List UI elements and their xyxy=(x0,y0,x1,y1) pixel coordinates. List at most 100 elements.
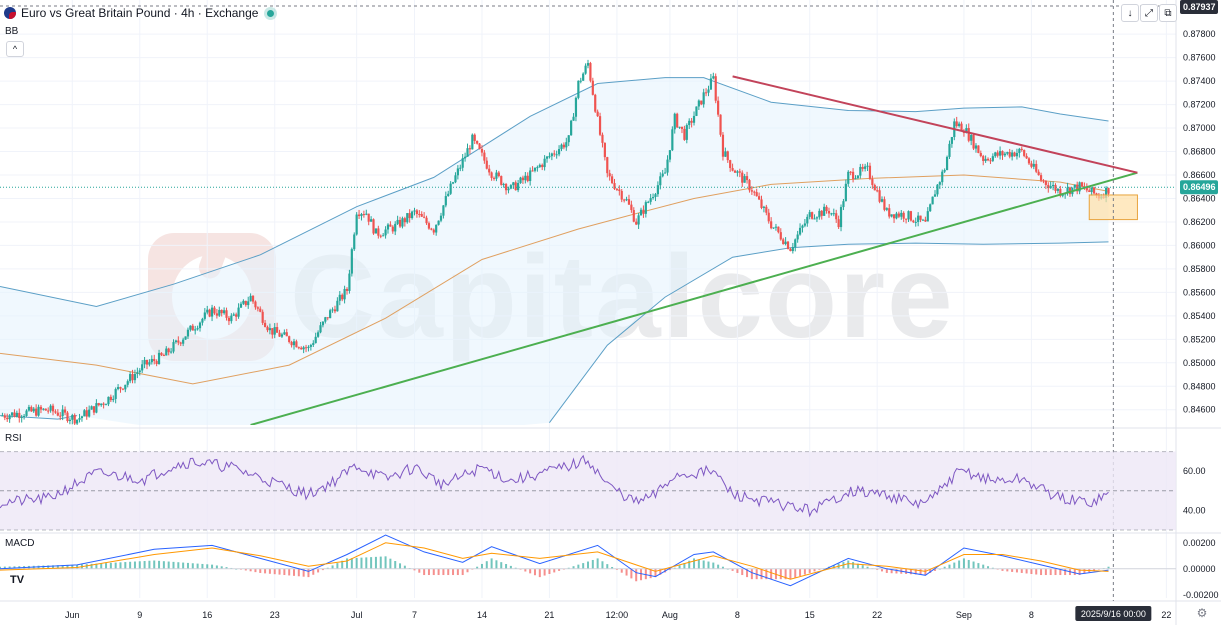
candle-body xyxy=(1056,188,1060,191)
candle-body xyxy=(138,370,141,373)
candle-body xyxy=(1037,171,1040,176)
candle-body xyxy=(230,315,233,322)
macd-histogram-bar xyxy=(572,566,575,569)
bb-indicator-label[interactable]: BB xyxy=(5,26,19,37)
candle-body xyxy=(589,63,592,81)
macd-histogram-bar xyxy=(1073,568,1076,576)
candle-body xyxy=(184,336,187,340)
candle-body xyxy=(100,403,103,406)
gear-icon[interactable]: ⚙ xyxy=(1196,606,1208,620)
macd-tick-label: 0.00200 xyxy=(1183,538,1216,548)
macd-histogram-bar xyxy=(567,567,570,569)
macd-histogram-bar xyxy=(866,566,869,569)
tradingview-logo-icon[interactable]: TV xyxy=(9,574,25,586)
candle-body xyxy=(223,310,226,314)
candle-body xyxy=(54,411,57,413)
candle-body xyxy=(820,210,823,216)
macd-histogram-bar xyxy=(779,568,782,580)
candle-body xyxy=(237,307,240,317)
rsi-tick-label: 60.00 xyxy=(1183,466,1206,476)
candle-body xyxy=(815,217,819,219)
candle-body xyxy=(309,344,312,347)
macd-histogram-bar xyxy=(553,568,556,573)
candle-body xyxy=(811,212,814,219)
bb-basis-line xyxy=(0,174,1109,385)
candle-body xyxy=(796,234,799,240)
candle-body xyxy=(859,166,862,176)
candle-body xyxy=(844,183,847,202)
candle-body xyxy=(18,412,21,419)
candle-body xyxy=(748,180,751,191)
candle-body xyxy=(1105,187,1108,198)
macd-histogram-bar xyxy=(697,559,700,569)
candle-body xyxy=(555,154,558,156)
time-tick-label: 7 xyxy=(412,610,417,620)
macd-histogram-bar xyxy=(360,557,363,569)
fullscreen-button[interactable]: ⤢ xyxy=(1140,4,1158,22)
macd-line xyxy=(0,534,1109,587)
candle-body xyxy=(39,406,43,410)
candle-body xyxy=(531,170,534,172)
candle-body xyxy=(167,348,170,353)
macd-histogram-bar xyxy=(447,568,450,576)
candle-body xyxy=(155,361,158,365)
candle-body xyxy=(970,134,973,141)
macd-histogram-bar xyxy=(466,568,469,573)
candle-body xyxy=(729,160,732,169)
candle-body xyxy=(1015,152,1019,157)
candle-body xyxy=(1018,148,1021,153)
macd-pane-label[interactable]: MACD xyxy=(5,538,35,549)
candle-body xyxy=(798,227,802,235)
macd-histogram-bar xyxy=(731,568,734,571)
macd-histogram-bar xyxy=(182,562,185,569)
macd-histogram-bar xyxy=(177,562,180,569)
candle-body xyxy=(124,384,127,390)
macd-histogram-bar xyxy=(982,564,985,569)
macd-histogram-bar xyxy=(558,568,561,571)
candle-body xyxy=(984,158,987,161)
candle-body xyxy=(179,342,182,344)
candle-body xyxy=(704,92,708,94)
candle-body xyxy=(598,116,602,135)
candle-body xyxy=(425,217,428,224)
candle-body xyxy=(398,219,402,227)
macd-histogram-bar xyxy=(399,563,402,569)
candle-body xyxy=(900,212,903,217)
candle-body xyxy=(483,152,486,161)
collapse-indicators-button[interactable]: ^ xyxy=(6,41,24,57)
price-tick-label: 0.84800 xyxy=(1183,381,1216,391)
bb-upper-line xyxy=(0,77,1109,308)
candle-body xyxy=(504,184,508,191)
candle-body xyxy=(960,123,963,131)
macd-histogram-bar xyxy=(919,568,922,575)
macd-histogram-bar xyxy=(220,566,223,569)
candle-body xyxy=(753,191,756,193)
candle-body xyxy=(777,226,780,233)
macd-histogram-bar xyxy=(1078,568,1081,576)
candle-body xyxy=(133,373,137,381)
candle-body xyxy=(148,362,151,365)
macd-histogram-bar xyxy=(297,568,300,577)
download-button[interactable]: ↓ xyxy=(1121,4,1139,22)
candle-body xyxy=(851,171,855,179)
macd-histogram-bar xyxy=(750,568,753,580)
chart-title[interactable]: Euro vs Great Britain Pound · 4h · Excha… xyxy=(21,6,259,20)
candle-body xyxy=(473,134,476,141)
candle-body xyxy=(283,332,286,335)
candle-body xyxy=(986,158,990,161)
macd-histogram-bar xyxy=(803,568,806,575)
rsi-pane-label[interactable]: RSI xyxy=(5,433,22,444)
candle-body xyxy=(107,396,110,405)
candle-body xyxy=(996,152,999,156)
candle-body xyxy=(126,381,129,385)
candle-body xyxy=(480,148,484,153)
candle-body xyxy=(685,125,688,140)
macd-histogram-bar xyxy=(3,566,6,569)
candle-body xyxy=(259,308,262,312)
candle-body xyxy=(714,76,717,101)
candle-body xyxy=(690,120,693,123)
snapshot-button[interactable]: ⧉ xyxy=(1159,4,1177,22)
macd-histogram-bar xyxy=(138,561,141,569)
candle-body xyxy=(888,208,891,217)
